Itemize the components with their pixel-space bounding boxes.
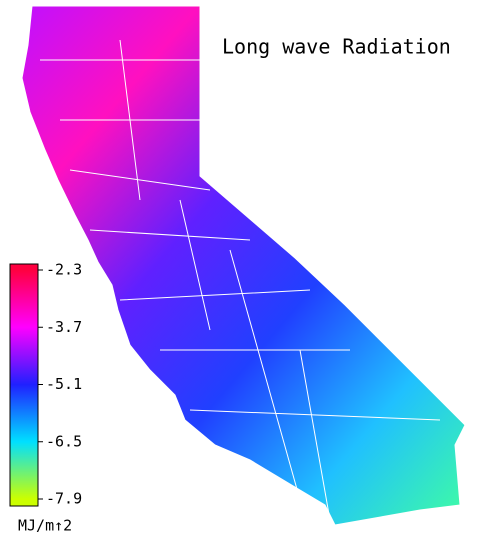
colorbar-tick-label: -3.7 (46, 318, 82, 336)
county-lines (40, 39, 441, 521)
california-shape (21, 5, 466, 526)
colorbar-tick-label: -7.9 (46, 490, 82, 508)
colorbar-unit: MJ/m↑2 (18, 517, 72, 535)
colorbar-tick-label: -2.3 (46, 261, 82, 279)
map-title: Long wave Radiation (222, 35, 451, 59)
colorbar-tick-label: -5.1 (46, 375, 82, 393)
colorbar-tick-label: -6.5 (46, 432, 82, 450)
colorbar (9, 263, 39, 507)
